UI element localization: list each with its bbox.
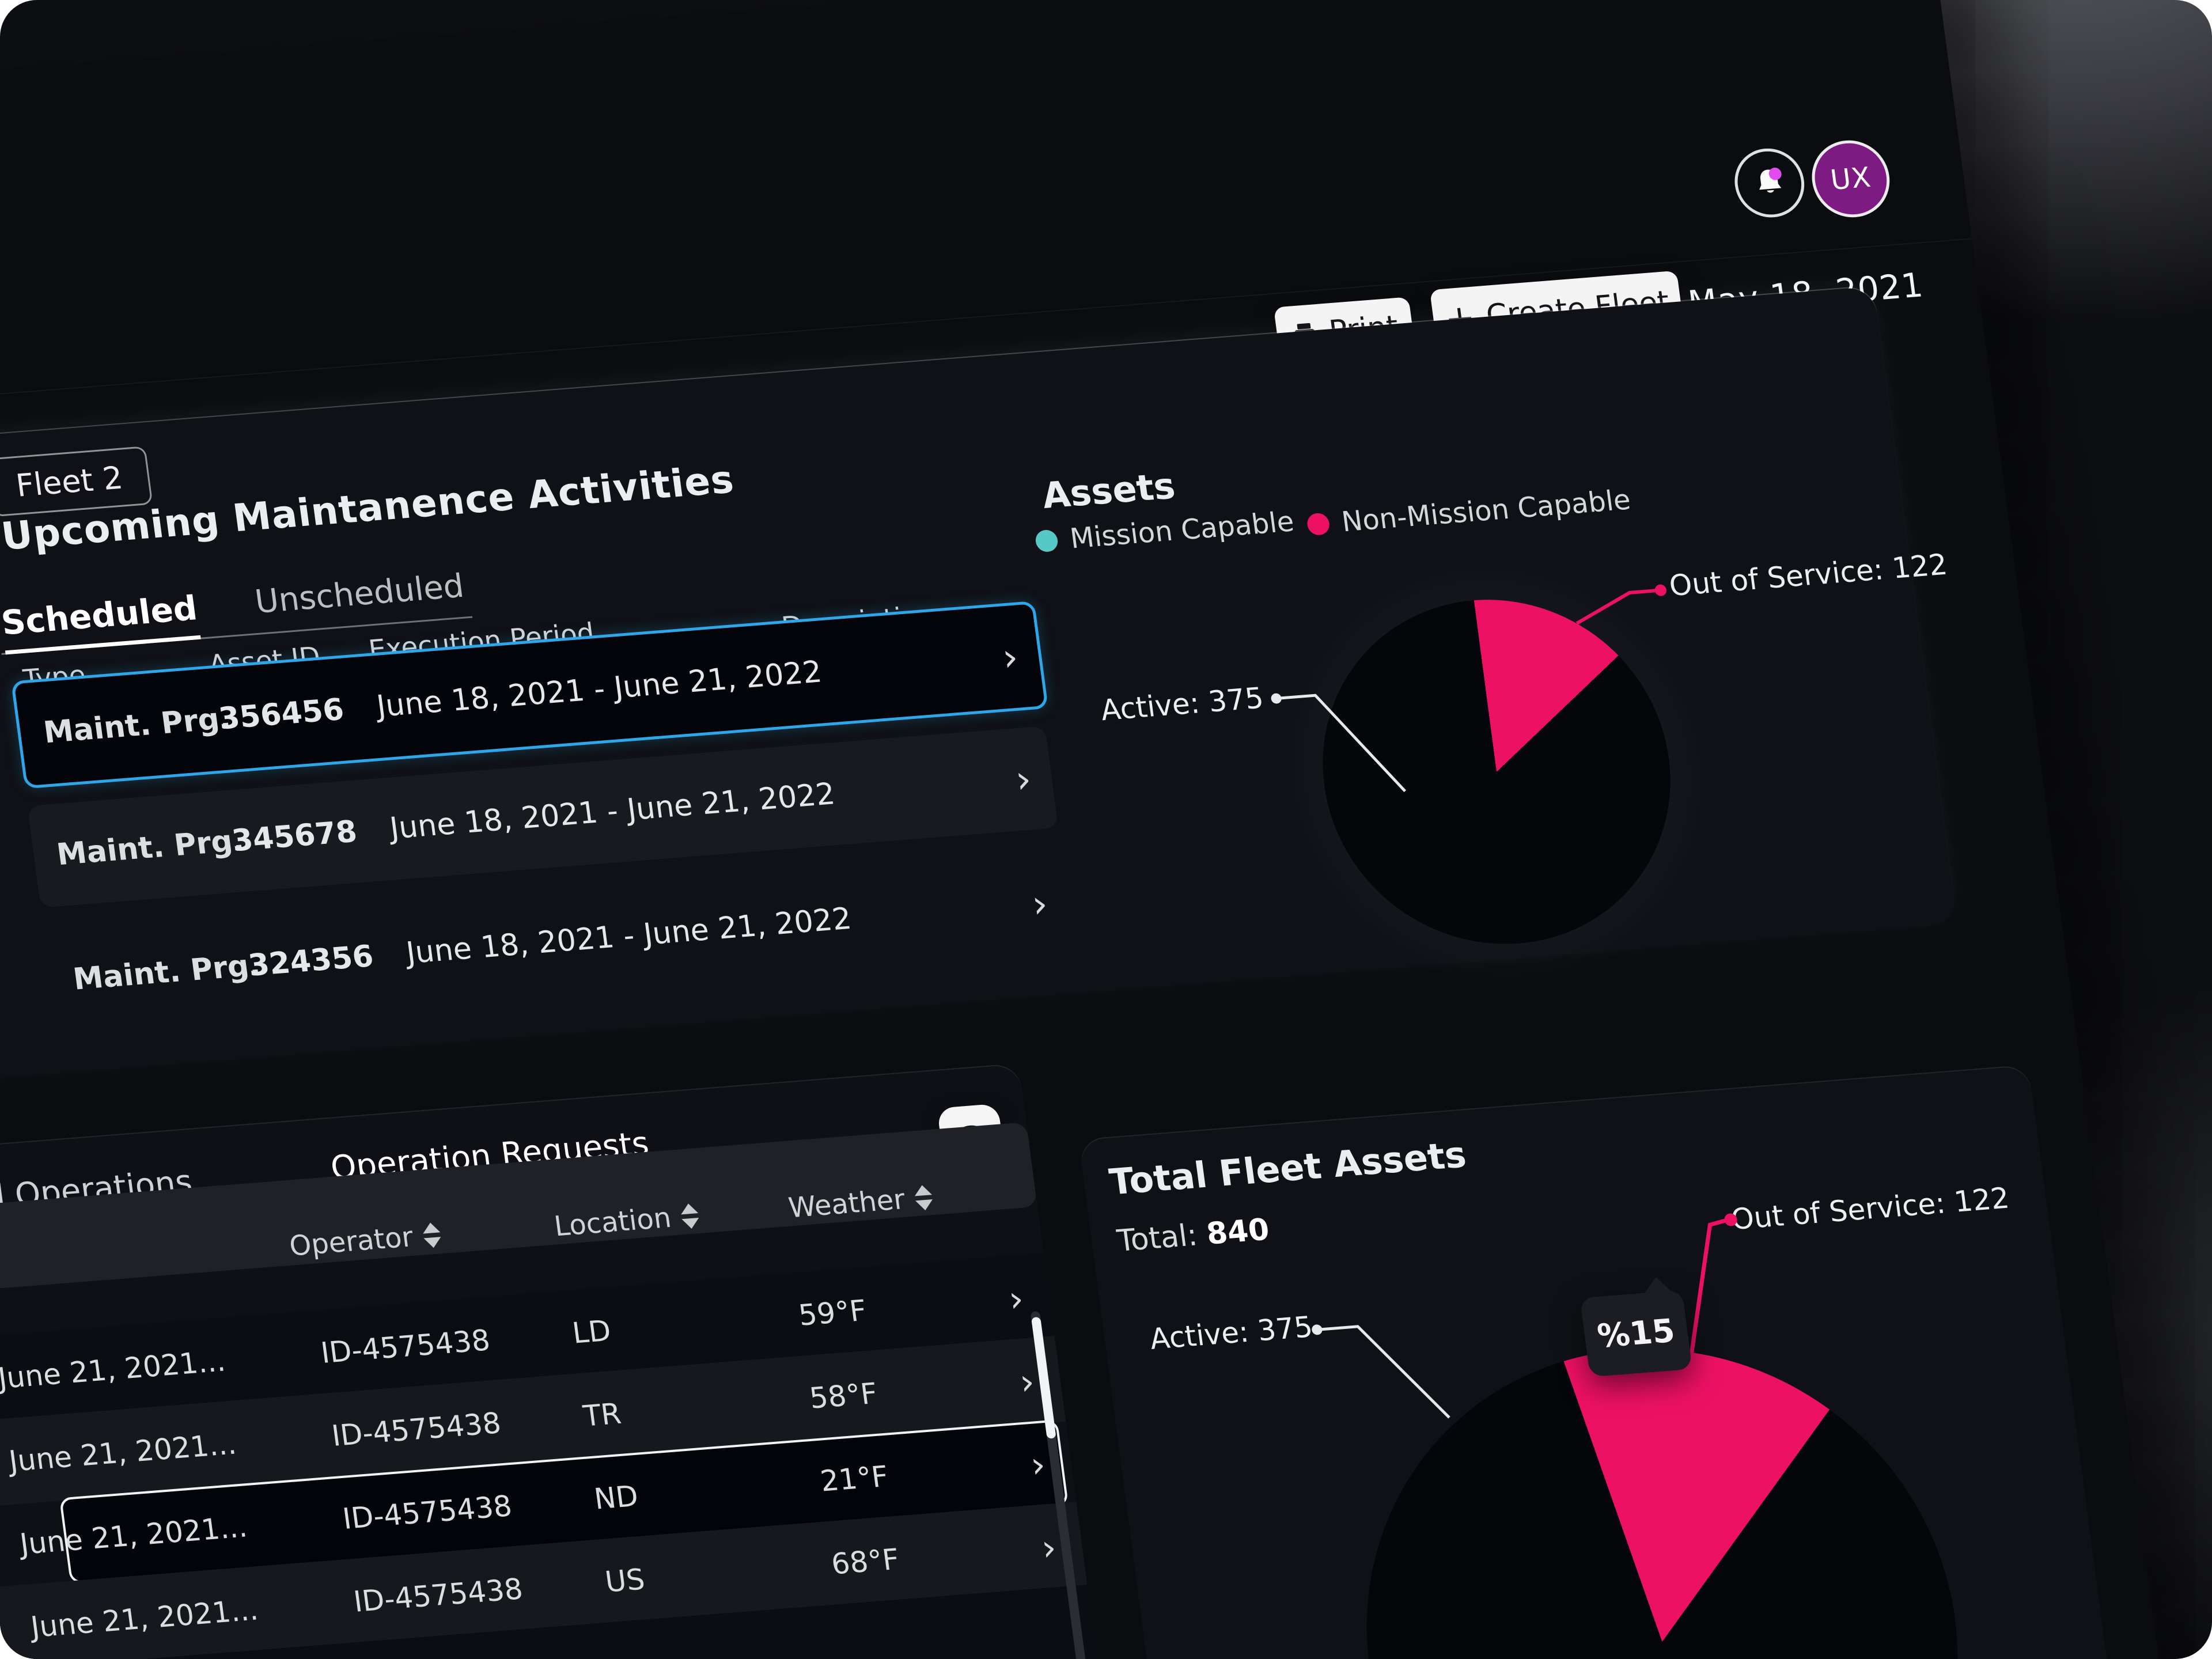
row-operator-id: ID-4575438: [329, 1406, 503, 1453]
notifications-button[interactable]: [1730, 146, 1809, 220]
pink-dot-icon: [1306, 512, 1331, 536]
row-weather: 68°F: [829, 1542, 902, 1581]
total-value: 840: [1204, 1212, 1271, 1252]
total-label: Total:: [1115, 1218, 1200, 1259]
chevron-right-icon[interactable]: ›: [1029, 881, 1051, 927]
row-operator-id: ID-4575438: [319, 1323, 493, 1370]
row-type: Maint. Prg.: [41, 701, 233, 751]
row-weather: 58°F: [807, 1376, 880, 1415]
row-operator-id: ID-4575438: [340, 1489, 514, 1536]
chevron-right-icon[interactable]: ›: [1006, 1277, 1027, 1320]
row-date: June 21, 2021...: [18, 1510, 249, 1561]
chevron-right-icon[interactable]: ›: [999, 634, 1021, 680]
row-location: TR: [581, 1396, 623, 1433]
out-of-service-leader-line: [1687, 1213, 1737, 1373]
teal-dot-icon: [1034, 529, 1059, 553]
active-leader-line: [1271, 693, 1407, 793]
row-asset-id: 356456: [217, 692, 346, 737]
row-location: LD: [570, 1313, 613, 1350]
tooltip-value: %15: [1595, 1312, 1677, 1355]
bell-icon: [1759, 167, 1782, 193]
active-leader-line: [1312, 1324, 1450, 1419]
sort-icon[interactable]: [421, 1222, 442, 1249]
row-location: US: [603, 1562, 647, 1599]
row-operator-id: ID-4575438: [351, 1572, 525, 1619]
pie-tooltip: %15: [1580, 1290, 1692, 1377]
row-weather: 21°F: [818, 1459, 891, 1498]
out-of-service-leader-line: [1575, 584, 1666, 625]
row-weather: 59°F: [796, 1293, 869, 1332]
sort-icon[interactable]: [679, 1203, 700, 1230]
chevron-right-icon[interactable]: ›: [1013, 756, 1034, 802]
row-type: Maint. Prg.: [71, 948, 263, 997]
sort-icon[interactable]: [913, 1184, 934, 1211]
row-asset-id: 345678: [230, 814, 359, 859]
row-asset-id: 324356: [246, 939, 376, 983]
row-type: Maint. Prg.: [54, 823, 246, 873]
